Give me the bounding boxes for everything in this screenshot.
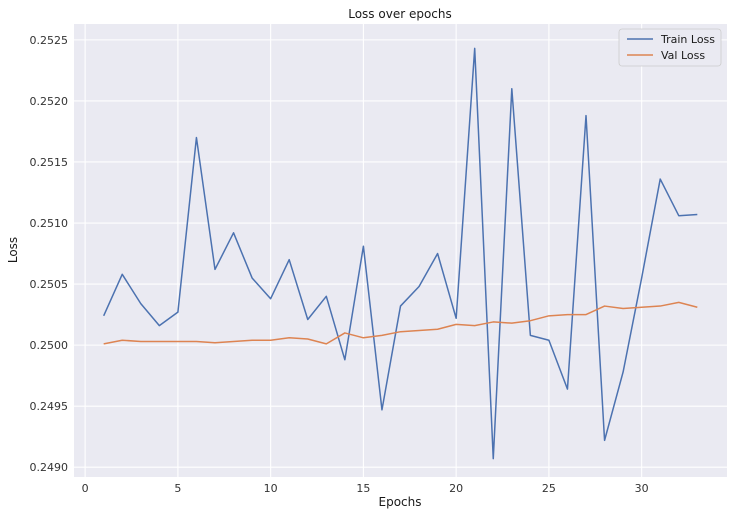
x-tick-label: 0 xyxy=(82,482,89,495)
chart-title: Loss over epochs xyxy=(348,7,452,21)
y-axis-label: Loss xyxy=(6,237,20,263)
series-line-train-loss xyxy=(102,47,698,460)
y-tick-label: 0.2510 xyxy=(30,217,69,230)
y-tick-label: 0.2520 xyxy=(30,95,69,108)
y-tick-label: 0.2500 xyxy=(30,339,69,352)
x-tick-label: 25 xyxy=(542,482,556,495)
legend-label-val-loss: Val Loss xyxy=(661,49,705,62)
x-tick-label: 5 xyxy=(174,482,181,495)
y-tick-label: 0.2525 xyxy=(30,34,69,47)
y-tick-label: 0.2505 xyxy=(30,278,69,291)
y-tick-label: 0.2495 xyxy=(30,400,69,413)
series-lines xyxy=(102,47,698,460)
grid xyxy=(74,24,727,477)
legend-label-train-loss: Train Loss xyxy=(660,33,715,46)
x-axis-label: Epochs xyxy=(379,495,422,509)
y-tick-label: 0.2490 xyxy=(30,461,69,474)
x-tick-label: 10 xyxy=(264,482,278,495)
x-tick-label: 15 xyxy=(356,482,370,495)
legend: Train Loss Val Loss xyxy=(618,28,722,67)
tick-labels: 0 5 10 15 20 25 30 0.2490 0.2495 0.2500 0.2505 0.25… xyxy=(30,34,649,495)
y-tick-label: 0.2515 xyxy=(30,156,69,169)
x-tick-label: 30 xyxy=(635,482,649,495)
x-tick-label: 20 xyxy=(449,482,463,495)
plot-background xyxy=(74,24,727,477)
series-line-val-loss xyxy=(103,301,698,345)
